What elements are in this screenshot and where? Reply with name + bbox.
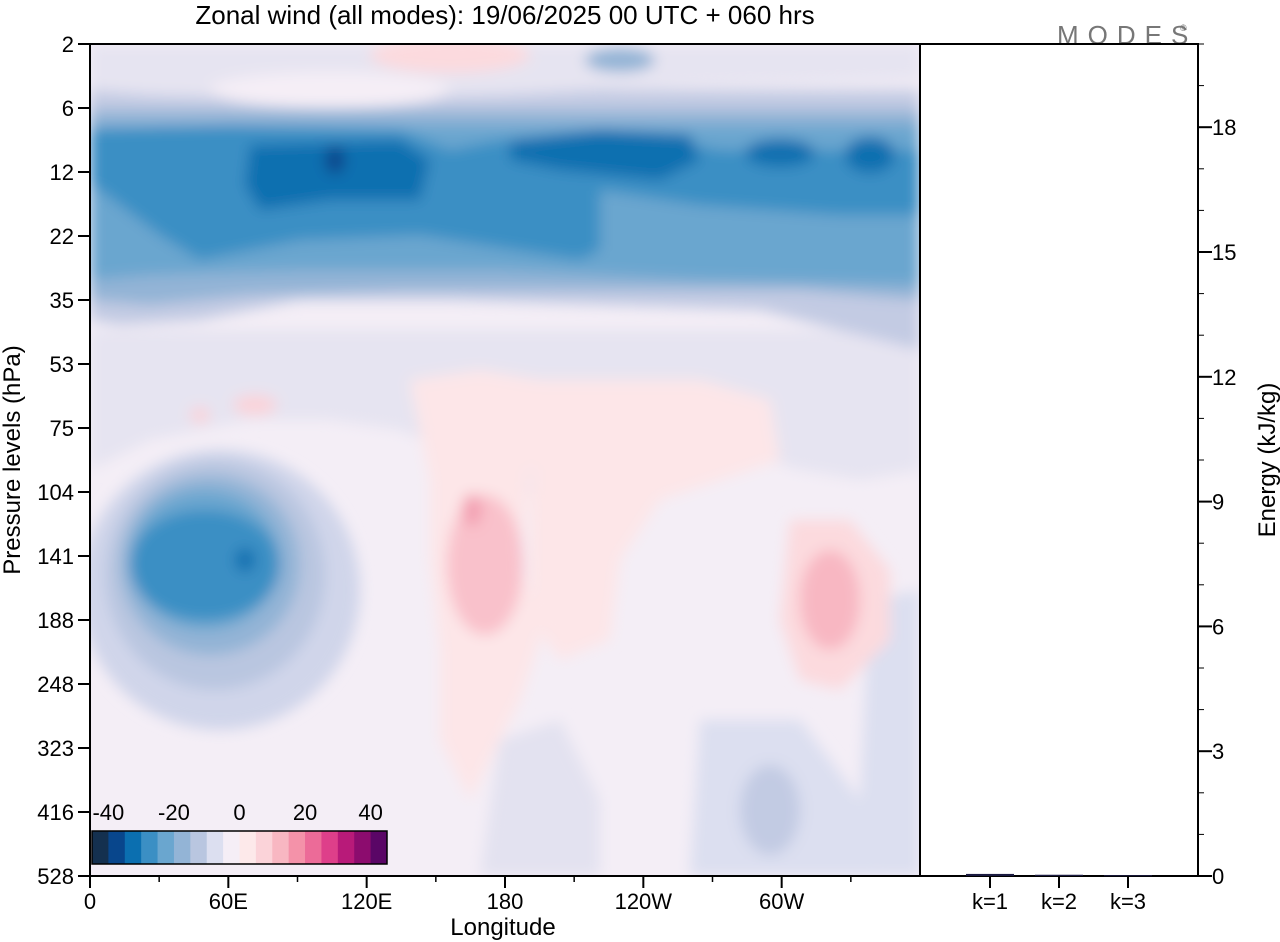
energy-tick-label: 6: [1212, 614, 1224, 639]
colorbar-swatch: [272, 831, 290, 864]
colorbar-tick-label: 20: [293, 800, 317, 825]
colorbar-swatch: [321, 831, 339, 864]
y-tick-label: 416: [37, 800, 74, 825]
energy-tick-label: 15: [1212, 240, 1236, 265]
energy-tick-label: 9: [1212, 490, 1224, 515]
pink-hot-center: [462, 494, 482, 526]
colorbar-swatch: [337, 831, 355, 864]
y-tick-label: 53: [50, 352, 74, 377]
strat-jet-b: [510, 130, 700, 180]
energy-tick-label: 12: [1212, 365, 1236, 390]
strat-jet-core: [325, 146, 345, 174]
energy-category-label: k=3: [1110, 889, 1146, 914]
colorbar-tick-label: -40: [92, 800, 124, 825]
x-tick-label: 180: [487, 889, 524, 914]
energy-bar: [1104, 875, 1152, 877]
energy-bar: [1035, 874, 1083, 876]
longitude-axis: 0 60E 120E 180 120W 60W: [84, 876, 852, 914]
colorbar-tick-label: -20: [158, 800, 190, 825]
energy-tick-label: 18: [1212, 115, 1236, 140]
colorbar-swatch: [157, 831, 175, 864]
colorbar-swatch: [370, 831, 388, 864]
colorbar-tick-label: 40: [358, 800, 382, 825]
y-tick-label: 248: [37, 672, 74, 697]
x-tick-label: 60W: [759, 889, 804, 914]
strat-jet-c: [745, 139, 815, 167]
contour-field: [90, 44, 920, 876]
top-blue-patch: [585, 48, 655, 72]
pink-upper-left-2: [190, 407, 210, 423]
x-tick-label: 60E: [209, 889, 248, 914]
pink-upper-left: [233, 395, 277, 415]
pink-core-center: [447, 495, 523, 635]
colorbar-swatch: [124, 831, 142, 864]
energy-tick-label: 0: [1212, 864, 1224, 889]
x-axis-label: Longitude: [450, 914, 555, 941]
y-tick-label: 104: [37, 480, 74, 505]
colorbar-swatch: [173, 831, 191, 864]
x-tick-label: 120W: [615, 889, 673, 914]
colorbar-swatch: [288, 831, 306, 864]
colorbar-swatch: [108, 831, 126, 864]
copyright-mark: ©: [1180, 23, 1187, 33]
x-tick-label: 0: [84, 889, 96, 914]
pink-core-right: [800, 550, 860, 650]
energy-category-label: k=2: [1041, 889, 1077, 914]
strat-jet-d: [845, 137, 895, 173]
y-tick-label: 141: [37, 544, 74, 569]
top-light-patch: [210, 72, 450, 108]
y-tick-label: 2: [62, 32, 74, 57]
colorbar-swatch: [141, 831, 159, 864]
modes-logo: MODES: [1057, 20, 1197, 50]
top-pink-patch: [370, 44, 530, 73]
energy-bar: [966, 873, 1014, 876]
colorbar-swatch: [354, 831, 372, 864]
colorbar-swatch: [92, 831, 109, 864]
colorbar-swatch: [255, 831, 273, 864]
bottom-lavender-a: [480, 720, 600, 876]
energy-axis-label: Energy (kJ/kg): [1254, 383, 1280, 538]
y-tick-label: 22: [50, 224, 74, 249]
energy-panel-frame: [919, 43, 1199, 877]
pink-band-mid: [530, 380, 780, 660]
bottom-blue-cell: [740, 765, 800, 855]
colorbar-swatch: [305, 831, 322, 864]
colorbar-swatch: [223, 831, 240, 864]
y-tick-label: 323: [37, 736, 74, 761]
x-tick-label: 120E: [341, 889, 392, 914]
y-tick-label: 528: [37, 864, 74, 889]
energy-category-label: k=1: [972, 889, 1008, 914]
pressure-axis: 2 6 12 22 35 53 75 104 141 188 248 323 416 528: [37, 32, 90, 889]
colorbar-swatch: [206, 831, 224, 864]
blue-cell-center: [235, 548, 255, 572]
y-tick-label: 188: [37, 608, 74, 633]
colorbar-swatch: [239, 831, 257, 864]
strat-jet-a: [245, 140, 430, 210]
colorbar-tick-label: 0: [233, 800, 245, 825]
right-lower-lavender: [860, 590, 920, 876]
colorbar-swatch: [190, 831, 208, 864]
colorbar: -40 -20 0 20 40: [91, 800, 388, 865]
energy-tick-label: 3: [1212, 739, 1224, 764]
y-tick-label: 75: [50, 416, 74, 441]
blue-cell-core: [130, 510, 280, 620]
y-tick-label: 12: [50, 160, 74, 185]
y-tick-label: 6: [62, 96, 74, 121]
energy-bar-chart: 0 3 6 9 12 15 18 k=1 k=2 k=3: [966, 43, 1236, 914]
y-axis-label: Pressure levels (hPa): [0, 345, 26, 574]
chart-title: Zonal wind (all modes): 19/06/2025 00 UT…: [195, 0, 814, 30]
colorbar-frame: [91, 830, 388, 865]
y-tick-label: 35: [50, 288, 74, 313]
